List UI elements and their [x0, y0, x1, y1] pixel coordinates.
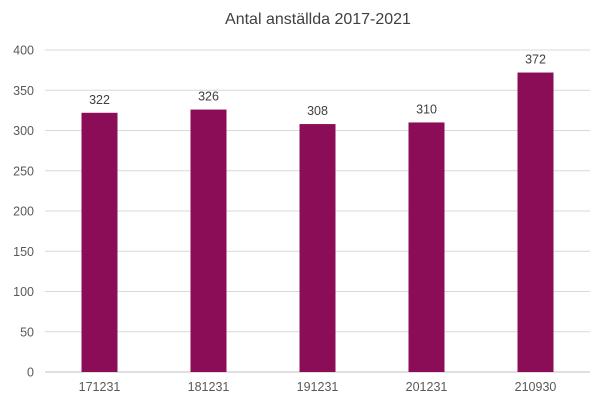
y-tick-label: 0	[27, 366, 34, 380]
y-tick-label: 250	[13, 164, 34, 178]
data-labels: 322 326 308 310 372	[89, 53, 546, 119]
x-tick-label: 171231	[79, 380, 121, 394]
data-label: 322	[89, 93, 110, 107]
y-axis: 0 50 100 150 200 250 300 350 400	[13, 44, 34, 380]
data-label: 308	[307, 104, 328, 118]
y-tick-label: 50	[20, 325, 34, 339]
y-tick-label: 400	[13, 44, 34, 58]
data-label: 326	[198, 90, 219, 104]
bars	[81, 72, 554, 372]
data-label: 310	[416, 102, 437, 116]
x-tick-label: 181231	[188, 380, 230, 394]
bar-201231	[408, 122, 445, 372]
bar-171231	[81, 112, 118, 372]
bar-191231	[299, 124, 336, 372]
y-tick-label: 200	[13, 205, 34, 219]
bar-210930	[517, 72, 554, 372]
x-axis: 171231 181231 191231 201231 210930	[79, 380, 557, 394]
chart-title: Antal anställda 2017-2021	[225, 11, 411, 28]
y-tick-label: 350	[13, 84, 34, 98]
x-tick-label: 201231	[406, 380, 448, 394]
x-tick-label: 191231	[297, 380, 339, 394]
bar-181231	[190, 109, 227, 372]
data-label: 372	[525, 53, 546, 67]
y-tick-label: 100	[13, 285, 34, 299]
y-tick-label: 300	[13, 124, 34, 138]
x-tick-label: 210930	[515, 380, 557, 394]
y-tick-label: 150	[13, 245, 34, 259]
